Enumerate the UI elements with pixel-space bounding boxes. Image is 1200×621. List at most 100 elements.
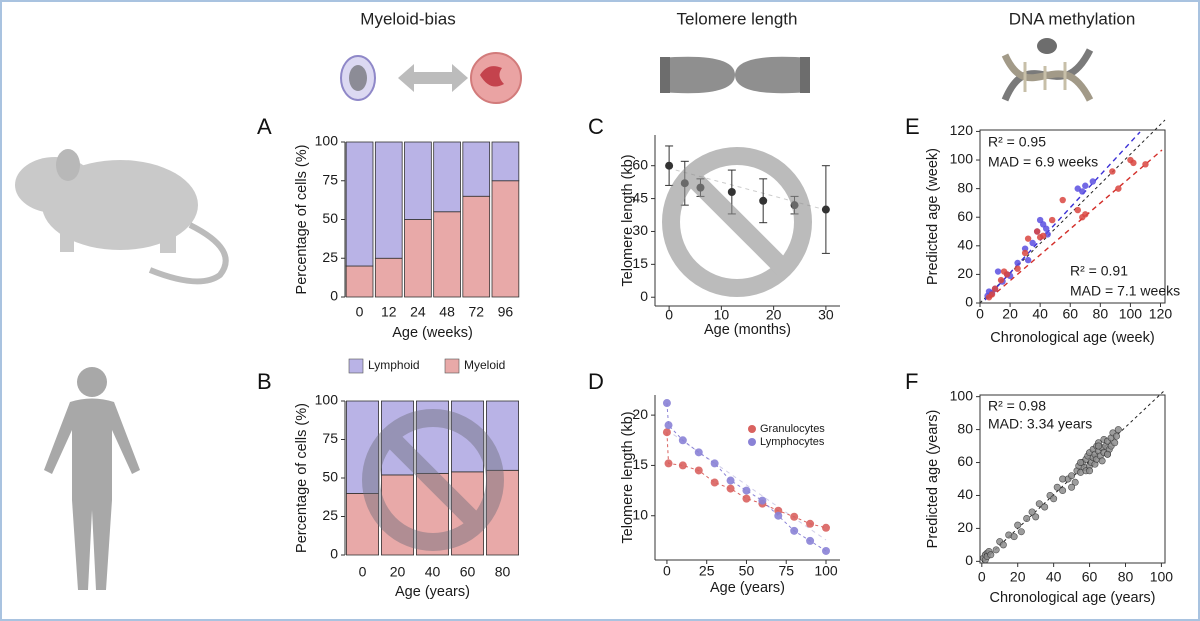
annotation: MAD = 6.9 weeks bbox=[988, 154, 1098, 170]
point bbox=[1086, 467, 1094, 475]
x-tick-label: 40 bbox=[1046, 569, 1062, 585]
x-tick-label: 40 bbox=[1032, 306, 1048, 322]
y-tick-label: 100 bbox=[315, 392, 339, 408]
point bbox=[994, 268, 1002, 275]
y-tick-label: 60 bbox=[632, 156, 648, 172]
y-tick-label: 25 bbox=[322, 507, 338, 523]
point bbox=[1082, 182, 1089, 189]
point bbox=[758, 496, 767, 505]
point bbox=[1098, 457, 1106, 465]
x-tick-label: 80 bbox=[1093, 306, 1109, 322]
y-tick-label: 0 bbox=[965, 552, 973, 568]
y-axis-label: Percentage of cells (%) bbox=[294, 403, 310, 553]
fit-line bbox=[989, 149, 1163, 299]
x-axis-label: Chronological age (years) bbox=[989, 590, 1155, 606]
y-axis-label: Telomere length (kb) bbox=[620, 411, 636, 543]
panel-label: E bbox=[905, 114, 920, 139]
y-tick-label: 60 bbox=[957, 453, 973, 469]
point bbox=[1003, 271, 1011, 278]
y-tick-label: 15 bbox=[632, 456, 648, 472]
point bbox=[1039, 232, 1047, 240]
point bbox=[1017, 528, 1025, 536]
point bbox=[1042, 225, 1050, 232]
dna-icon bbox=[1001, 38, 1094, 102]
y-axis-label: Predicted age (week) bbox=[925, 148, 941, 285]
point bbox=[1114, 426, 1122, 434]
prohibited-sign bbox=[662, 147, 812, 297]
point bbox=[1059, 487, 1067, 495]
point bbox=[1077, 459, 1085, 467]
y-tick-label: 0 bbox=[330, 288, 338, 304]
point bbox=[1032, 513, 1040, 521]
x-tick-label: 0 bbox=[976, 306, 984, 322]
x-axis-label: Chronological age (week) bbox=[990, 330, 1154, 346]
bar-segment bbox=[374, 141, 403, 259]
y-tick-label: 0 bbox=[330, 546, 338, 562]
y-tick-label: 20 bbox=[957, 519, 973, 535]
plot-frame bbox=[979, 394, 1166, 564]
bar-segment bbox=[404, 141, 432, 220]
y-tick-label: 120 bbox=[950, 122, 974, 138]
panel-label: B bbox=[257, 369, 272, 394]
bar-segment bbox=[491, 141, 520, 182]
point bbox=[1104, 450, 1112, 458]
point bbox=[1010, 533, 1018, 541]
point bbox=[1033, 228, 1041, 235]
legend-swatch bbox=[348, 358, 364, 374]
legend-swatch bbox=[748, 425, 756, 433]
point bbox=[759, 196, 768, 205]
annotation: MAD: 3.34 years bbox=[988, 416, 1092, 432]
point bbox=[1029, 239, 1036, 247]
x-tick-label: 72 bbox=[468, 304, 484, 320]
bar-segment bbox=[462, 195, 491, 298]
point bbox=[997, 276, 1005, 284]
point bbox=[1095, 442, 1103, 450]
x-tick-label: 20 bbox=[766, 307, 782, 323]
point bbox=[1113, 432, 1121, 440]
fit-line bbox=[984, 131, 1141, 301]
annotation: R² = 0.98 bbox=[988, 398, 1046, 414]
point bbox=[662, 399, 671, 408]
x-tick-label: 100 bbox=[814, 563, 838, 579]
point bbox=[678, 461, 687, 470]
bar-segment bbox=[345, 265, 374, 298]
x-tick-label: 120 bbox=[1149, 306, 1173, 322]
bar-segment bbox=[433, 211, 461, 298]
point bbox=[992, 546, 1000, 554]
bar-segment bbox=[374, 257, 403, 298]
column-header: Telomere length bbox=[677, 9, 798, 28]
y-tick-label: 40 bbox=[957, 237, 973, 253]
point bbox=[665, 161, 674, 170]
column-header: DNA methylation bbox=[1009, 9, 1136, 28]
point bbox=[821, 205, 830, 214]
legend-label: Lymphocytes bbox=[760, 436, 825, 448]
point bbox=[726, 484, 735, 493]
point bbox=[678, 436, 687, 445]
bar-segment bbox=[345, 141, 374, 267]
y-tick-label: 80 bbox=[957, 420, 973, 436]
point bbox=[988, 291, 996, 298]
x-tick-label: 24 bbox=[410, 304, 426, 320]
x-tick-label: 0 bbox=[665, 307, 673, 323]
point bbox=[1142, 161, 1149, 168]
y-tick-label: 75 bbox=[322, 171, 338, 187]
x-tick-label: 40 bbox=[425, 564, 441, 580]
point bbox=[1068, 483, 1076, 491]
y-axis-label: Predicted age (years) bbox=[925, 410, 941, 549]
x-tick-label: 60 bbox=[1062, 306, 1078, 322]
point bbox=[1071, 478, 1079, 486]
x-tick-label: 0 bbox=[359, 564, 367, 580]
x-tick-label: 75 bbox=[778, 563, 794, 579]
y-tick-label: 75 bbox=[322, 430, 338, 446]
bar-segment bbox=[491, 180, 520, 298]
point bbox=[742, 494, 751, 503]
point bbox=[1130, 159, 1137, 167]
point bbox=[1059, 475, 1067, 483]
chromosome-icon bbox=[660, 56, 810, 94]
bar-segment bbox=[450, 471, 484, 556]
point bbox=[1111, 439, 1119, 447]
point bbox=[1035, 500, 1043, 508]
legend-swatch bbox=[444, 358, 460, 374]
cells-icon bbox=[340, 52, 522, 104]
point bbox=[1048, 216, 1056, 224]
